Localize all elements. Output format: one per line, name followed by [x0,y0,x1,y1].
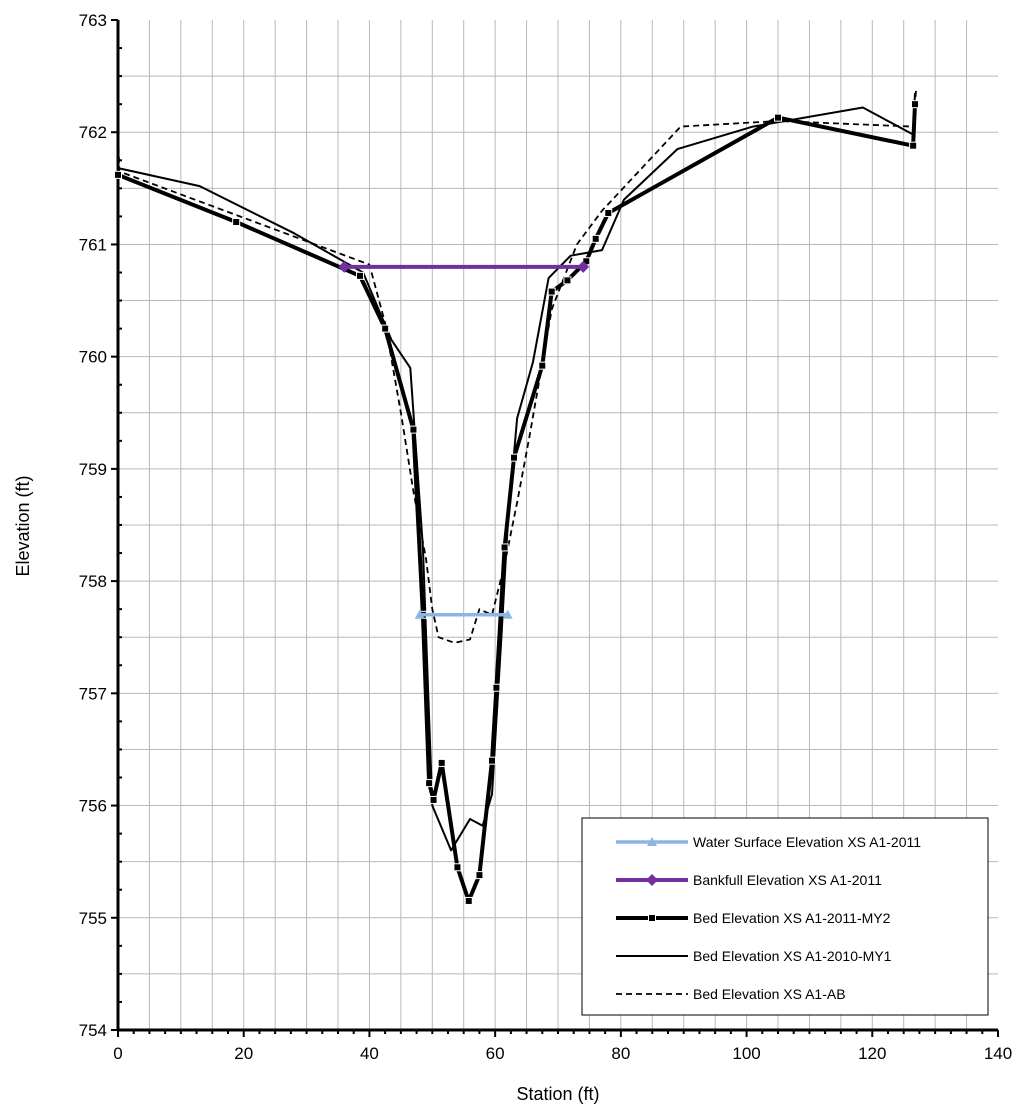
y-tick-label: 759 [79,460,107,479]
data-point [232,218,241,226]
data-point [114,170,122,179]
data-point [577,260,590,273]
legend-label: Bed Elevation XS A1-AB [693,986,846,1002]
x-tick-label: 120 [858,1044,886,1063]
tick-labels: 0 20 40 60 80 100 120 140 754 755 756 757 758 759 760 7… [79,11,1013,1063]
x-axis-title: Station (ft) [516,1084,599,1104]
axes [111,19,999,1037]
y-tick-label: 754 [79,1021,107,1040]
legend-label: Bed Elevation XS A1-2010-MY1 [693,948,892,964]
x-tick-label: 140 [984,1044,1012,1063]
series-3 [117,92,916,852]
data-point [547,287,556,296]
legend-marker [647,837,657,846]
legend-marker [648,914,656,922]
series-4 [117,87,918,644]
legend: Water Surface Elevation XS A1-2011 Bankfu… [581,817,989,1016]
y-tick-label: 758 [79,572,107,591]
x-tick-label: 80 [611,1044,630,1063]
x-tick-label: 60 [486,1044,505,1063]
data-point [502,609,513,619]
series-1 [338,260,590,273]
x-tick-label: 40 [360,1044,379,1063]
data-point [425,779,434,788]
y-tick-label: 763 [79,11,107,30]
data-point [429,795,438,804]
series-layer [114,87,920,905]
data-point [356,271,364,280]
x-tick-label: 20 [234,1044,253,1063]
data-point [538,361,547,370]
y-tick-label: 760 [79,348,107,367]
data-point [414,609,425,619]
series-0 [414,609,513,619]
legend-label: Bed Elevation XS A1-2011-MY2 [693,910,891,926]
data-point [475,871,484,880]
y-tick-label: 756 [79,797,107,816]
series-line [117,92,916,852]
data-point [500,543,509,552]
data-point [437,758,446,767]
data-point [591,234,600,243]
data-point [338,260,351,273]
data-point [488,756,496,765]
data-point [381,324,390,333]
data-point [604,209,613,218]
legend-label: Bankfull Elevation XS A1-2011 [693,872,882,888]
data-point [911,100,920,109]
y-tick-label: 761 [79,235,107,254]
legend-label: Water Surface Elevation XS A1-2011 [693,834,921,850]
series-line [117,87,918,644]
data-point [409,425,418,434]
x-tick-label: 0 [113,1044,122,1063]
data-point [464,896,473,905]
x-tick-label: 100 [732,1044,760,1063]
y-tick-label: 755 [79,909,107,928]
data-point [563,276,572,285]
data-point [510,453,518,462]
data-point [492,683,501,692]
data-point [453,863,462,872]
y-axis-title: Elevation (ft) [13,475,33,576]
legend-marker [646,874,658,886]
y-tick-label: 757 [79,684,107,703]
data-point [774,113,782,122]
y-tick-label: 762 [79,123,107,142]
data-point [909,141,918,150]
